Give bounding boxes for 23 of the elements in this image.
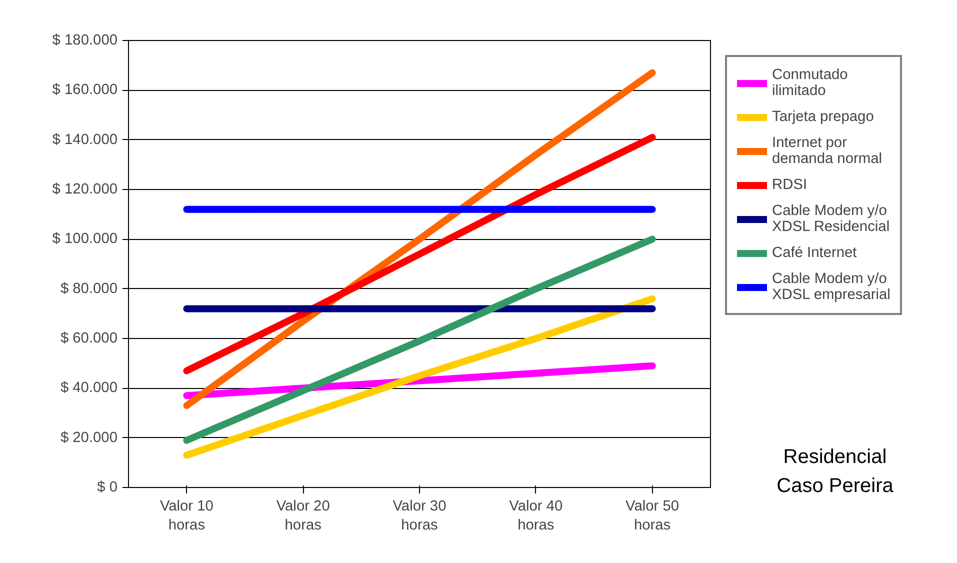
y-tick-label: $ 100.000 [52, 231, 118, 248]
y-tick-label: $ 120.000 [52, 182, 118, 198]
legend-label: Cable Modem y/o XDSL empresarial [772, 271, 890, 303]
y-tick-label: $ 180.000 [52, 32, 118, 48]
x-tick-label: Valor 40 horas [509, 498, 563, 534]
legend-label: Tarjeta prepago [772, 109, 874, 125]
y-tick-label: $ 40.000 [60, 380, 118, 396]
y-tick-label: $ 20.000 [60, 430, 118, 446]
y-tick-label: $ 60.000 [60, 330, 118, 346]
x-tick-label: Valor 50 horas [626, 498, 680, 534]
x-tick-label: Valor 30 horas [392, 498, 446, 534]
legend-label: Internet por demanda normal [772, 135, 882, 167]
text: Residencial Caso Pereira [776, 445, 894, 499]
legend-label: Cable Modem y/o XDSL Residencial [772, 203, 890, 235]
y-tick-label: $ 0 [97, 480, 118, 496]
x-tick-label: Valor 20 horas [276, 498, 330, 534]
legend-label: Conmutado ilimitado [772, 67, 848, 99]
legend-label: RDSI [772, 177, 808, 193]
y-tick-label: $ 80.000 [60, 280, 118, 297]
y-tick-label: $ 160.000 [52, 82, 118, 98]
x-tick-label: Valor 10 horas [160, 498, 214, 534]
legend-label: Café Internet [772, 245, 857, 261]
y-tick-label: $ 140.000 [52, 132, 118, 148]
